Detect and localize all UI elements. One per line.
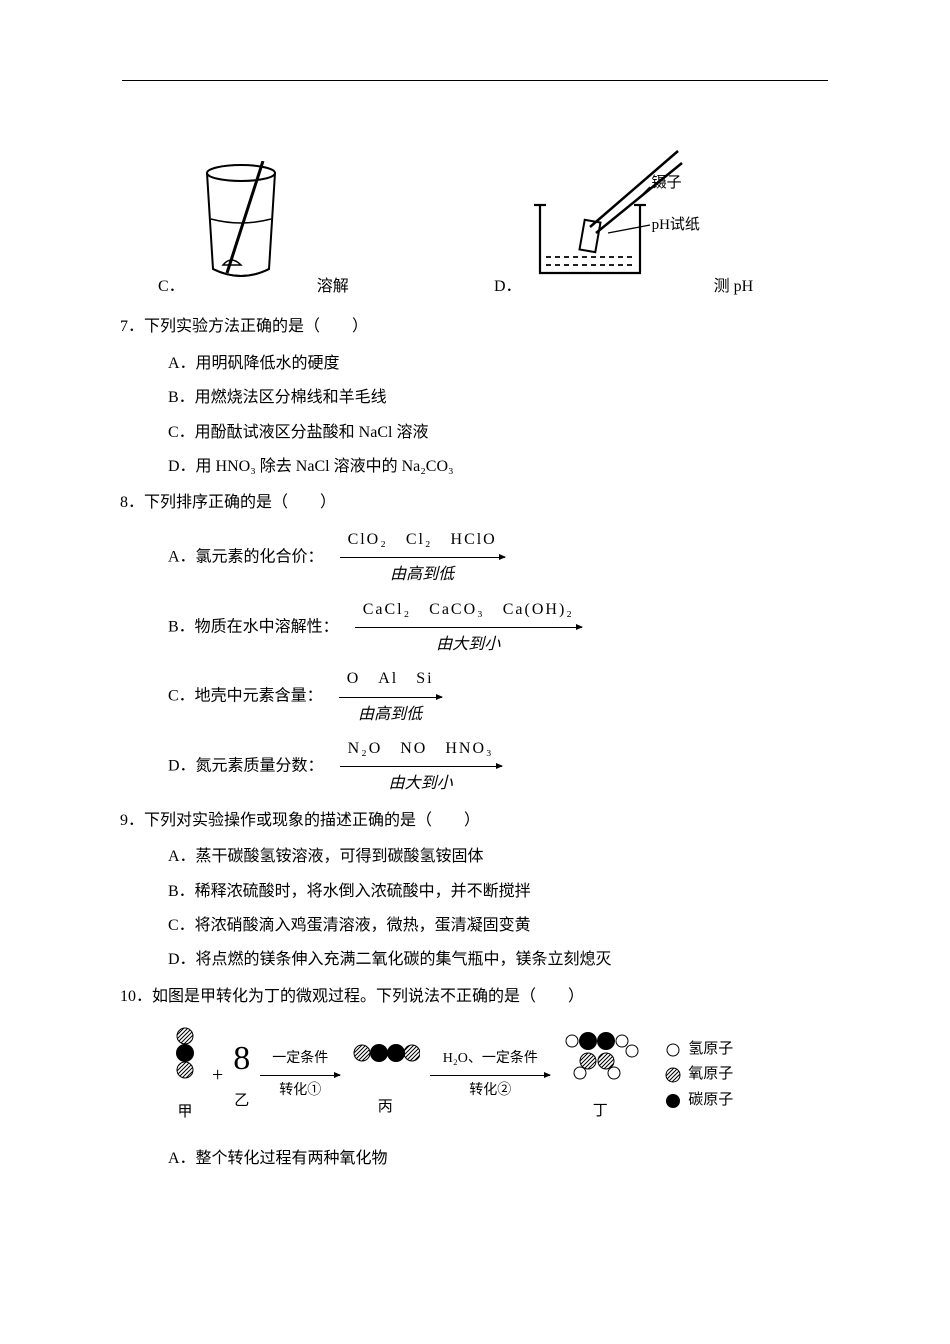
- q8-opt-c-top: O Al Si: [339, 664, 442, 694]
- q8-opt-b-sequence: CaCl₂ CaCO₃ Ca(OH)₂ 由大到小: [355, 595, 582, 661]
- mol-jia-label: 甲: [168, 1098, 202, 1127]
- q7-opt-d: D．用 HNO₃ 除去 NaCl 溶液中的 Na₂CO₃: [168, 452, 830, 482]
- q6-opt-d-caption: 测 pH: [714, 272, 754, 302]
- q10-reaction-figure: 甲 + 8 乙 一定条件 转化① 丙 H₂O、一定条件: [168, 1024, 830, 1126]
- q7-opt-b: B．用燃烧法区分棉线和羊毛线: [168, 383, 830, 413]
- mol-bing-label: 丙: [350, 1093, 420, 1122]
- q7-opt-a: A．用明矾降低水的硬度: [168, 349, 830, 379]
- ph-paper-label: pH试纸: [652, 211, 700, 240]
- mol-ding-label: 丁: [560, 1097, 640, 1126]
- arrow-icon: [260, 1075, 340, 1076]
- q8-opt-c-label: C．地壳中元素含量：: [168, 688, 323, 705]
- q8-stem: 8．下列排序正确的是（ ）: [120, 488, 830, 518]
- q9-opt-a: A．蒸干碳酸氢铵溶液，可得到碳酸氢铵固体: [168, 842, 830, 872]
- q8-opt-d-bottom: 由大到小: [340, 769, 502, 799]
- mol-bing: 丙: [350, 1029, 420, 1121]
- q6-opt-d-letter: D．: [494, 272, 522, 302]
- q6-opt-d: D．: [494, 141, 830, 302]
- q8-opt-a-top: ClO₂ Cl₂ HClO: [340, 525, 505, 555]
- mol-yi-label: 乙: [233, 1087, 250, 1116]
- mol-yi: 8 乙: [233, 1035, 250, 1116]
- arrow-icon: [340, 557, 505, 558]
- q10-stem: 10．如图是甲转化为丁的微观过程。下列说法不正确的是（ ）: [120, 982, 830, 1012]
- legend-h-label: 氢原子: [688, 1037, 733, 1063]
- arrow-icon: [339, 697, 442, 698]
- digit-eight: 8: [233, 1035, 250, 1083]
- q8-opt-a-label: A．氯元素的化合价：: [168, 548, 324, 565]
- rxn-arrow-1: 一定条件 转化①: [260, 1046, 340, 1104]
- h-atom-icon: [664, 1041, 682, 1059]
- q6-options-cd-row: C． 溶解 D．: [158, 141, 830, 302]
- legend-h: 氢原子: [664, 1037, 733, 1063]
- q7-opt-c: C．用酚酞试液区分盐酸和 NaCl 溶液: [168, 418, 830, 448]
- q8-opt-a: A．氯元素的化合价： ClO₂ Cl₂ HClO 由高到低: [168, 525, 830, 591]
- mol-ding: 丁: [560, 1025, 640, 1125]
- legend-c: 碳原子: [664, 1088, 733, 1114]
- legend-o: 氧原子: [664, 1062, 733, 1088]
- arrow-icon: [355, 627, 582, 628]
- legend-c-label: 碳原子: [688, 1088, 733, 1114]
- beaker-stir-icon: [193, 161, 303, 302]
- q6-opt-c-caption: 溶解: [317, 272, 349, 302]
- molecule-icon: [560, 1025, 640, 1081]
- o-atom-icon: [664, 1066, 682, 1084]
- q8-opt-a-bottom: 由高到低: [340, 560, 505, 590]
- legend-o-label: 氧原子: [688, 1062, 733, 1088]
- q9-opt-c: C．将浓硝酸滴入鸡蛋清溶液，微热，蛋清凝固变黄: [168, 911, 830, 941]
- q10-opt-a: A．整个转化过程有两种氧化物: [168, 1144, 830, 1174]
- q8-opt-d-sequence: N₂O NO HNO₃ 由大到小: [340, 734, 502, 800]
- q8-opt-d-top: N₂O NO HNO₃: [340, 734, 502, 764]
- q6-opt-c: C． 溶解: [158, 161, 494, 302]
- q8-opt-c-bottom: 由高到低: [339, 700, 442, 730]
- arrow-icon: [430, 1075, 550, 1076]
- q8-opt-d-label: D．氮元素质量分数：: [168, 758, 324, 775]
- molecule-icon: [350, 1029, 420, 1077]
- q7-stem: 7．下列实验方法正确的是（ ）: [120, 312, 830, 342]
- atom-legend: 氢原子 氧原子 碳原子: [664, 1037, 733, 1114]
- q8-opt-c: C．地壳中元素含量： O Al Si 由高到低: [168, 664, 830, 730]
- q9-opt-d: D．将点燃的镁条伸入充满二氧化碳的集气瓶中，镁条立刻熄灭: [168, 945, 830, 975]
- q8-opt-a-sequence: ClO₂ Cl₂ HClO 由高到低: [340, 525, 505, 591]
- rxn-arrow-1-bot: 转化①: [260, 1078, 340, 1105]
- q8-opt-d: D．氮元素质量分数： N₂O NO HNO₃ 由大到小: [168, 734, 830, 800]
- tweezers-label: 镊子: [652, 169, 682, 198]
- rxn-arrow-2-bot: 转化②: [430, 1078, 550, 1105]
- plus-sign: +: [212, 1056, 223, 1094]
- molecule-icon: [168, 1024, 202, 1082]
- q8-opt-b-label: B．物质在水中溶解性：: [168, 618, 339, 635]
- q8-opt-b: B．物质在水中溶解性： CaCl₂ CaCO₃ Ca(OH)₂ 由大到小: [168, 595, 830, 661]
- q8-opt-b-bottom: 由大到小: [355, 630, 582, 660]
- beaker-ph-icon: 镊子 pH试纸: [530, 141, 700, 302]
- page-top-rule: [122, 80, 828, 81]
- rxn-arrow-2-top: H₂O、一定条件: [430, 1046, 550, 1073]
- q8-opt-c-sequence: O Al Si 由高到低: [339, 664, 442, 730]
- q9-opt-b: B．稀释浓硫酸时，将水倒入浓硫酸中，并不断搅拌: [168, 877, 830, 907]
- arrow-icon: [340, 766, 502, 767]
- rxn-arrow-2: H₂O、一定条件 转化②: [430, 1046, 550, 1104]
- mol-jia: 甲: [168, 1024, 202, 1126]
- rxn-arrow-1-top: 一定条件: [260, 1046, 340, 1073]
- q9-stem: 9．下列对实验操作或现象的描述正确的是（ ）: [120, 806, 830, 836]
- q6-opt-c-letter: C．: [158, 272, 185, 302]
- q8-opt-b-top: CaCl₂ CaCO₃ Ca(OH)₂: [355, 595, 582, 625]
- c-atom-icon: [664, 1092, 682, 1110]
